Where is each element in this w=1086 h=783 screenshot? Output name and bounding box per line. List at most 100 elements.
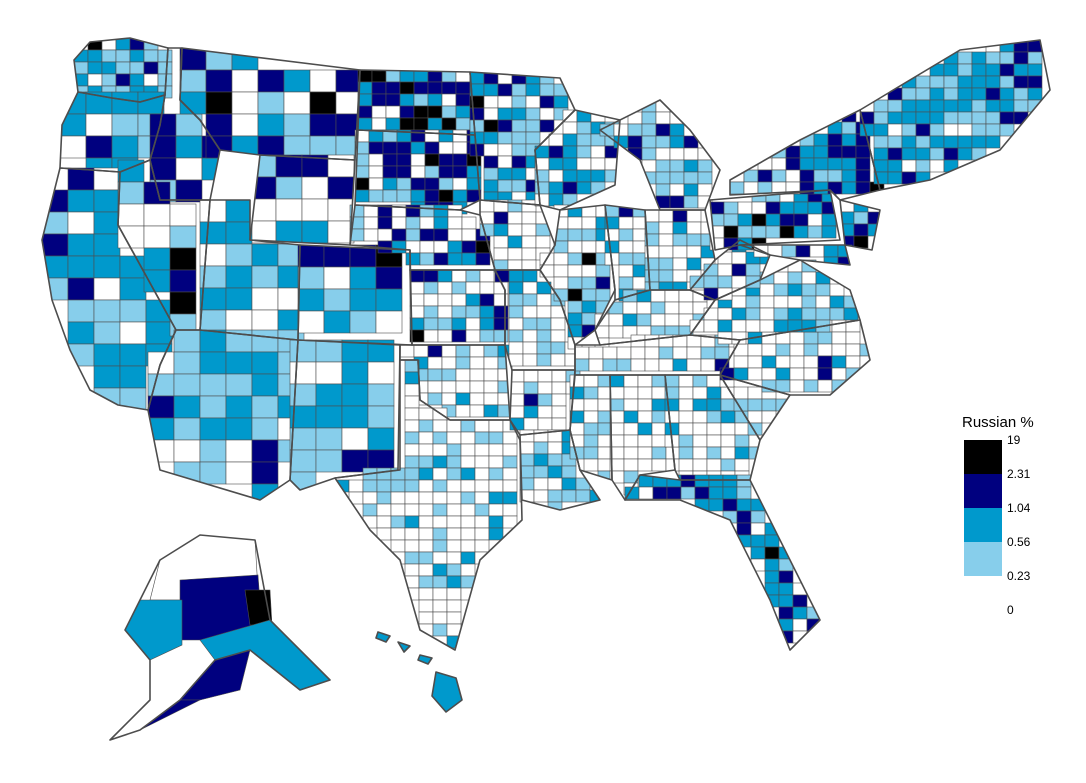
county	[455, 392, 471, 406]
county	[502, 455, 518, 469]
alaska	[109, 534, 331, 741]
county	[522, 329, 538, 343]
county	[521, 199, 537, 213]
county	[289, 339, 317, 363]
county	[736, 486, 752, 500]
county	[474, 491, 490, 505]
county	[493, 317, 509, 331]
county	[708, 498, 724, 512]
legend-break-4: 0.56	[1007, 535, 1031, 549]
county	[1013, 75, 1029, 89]
county	[706, 398, 722, 412]
county	[971, 75, 987, 89]
county	[609, 410, 625, 424]
county	[427, 392, 443, 406]
county	[404, 527, 420, 541]
county	[652, 486, 668, 500]
county	[404, 407, 420, 421]
county	[173, 373, 201, 397]
county	[650, 289, 666, 303]
county	[581, 300, 597, 314]
county	[460, 431, 476, 445]
county	[119, 299, 147, 323]
county	[817, 343, 833, 357]
county	[873, 147, 889, 161]
county	[438, 141, 454, 155]
county	[999, 75, 1015, 89]
county	[479, 281, 495, 295]
county	[929, 87, 945, 101]
county	[823, 244, 839, 258]
state-outline	[599, 99, 721, 211]
county	[251, 439, 279, 463]
county	[708, 474, 724, 488]
county	[519, 441, 535, 455]
county	[446, 527, 462, 541]
county	[390, 503, 406, 517]
county	[455, 344, 471, 358]
county	[590, 169, 606, 183]
county	[368, 153, 384, 167]
county	[887, 159, 903, 173]
county	[855, 181, 871, 195]
county	[581, 228, 597, 242]
legend-swatch-5	[964, 576, 1002, 610]
county	[327, 176, 355, 200]
county	[508, 341, 524, 355]
county	[93, 189, 121, 213]
county	[418, 575, 434, 589]
county	[641, 123, 657, 137]
county	[479, 199, 495, 213]
county	[474, 443, 490, 457]
county	[827, 121, 843, 135]
county	[583, 410, 599, 424]
county	[929, 159, 945, 173]
county	[971, 123, 987, 137]
county	[438, 153, 454, 167]
county	[418, 491, 434, 505]
county	[1027, 63, 1043, 77]
county	[929, 75, 945, 89]
county	[747, 367, 763, 381]
county	[461, 228, 477, 242]
county	[841, 133, 857, 147]
county	[672, 358, 688, 372]
county	[733, 386, 749, 400]
county	[550, 317, 566, 331]
county	[251, 309, 279, 333]
county	[575, 477, 591, 491]
county	[427, 344, 443, 358]
county	[497, 179, 513, 193]
county	[460, 419, 476, 433]
county	[424, 177, 440, 191]
county	[446, 563, 462, 577]
county	[309, 69, 337, 93]
county	[438, 189, 454, 203]
county	[734, 434, 750, 448]
county	[817, 331, 833, 345]
county	[493, 281, 509, 295]
county	[799, 169, 815, 183]
county	[775, 367, 791, 381]
county	[608, 313, 624, 327]
county	[511, 143, 527, 157]
county	[827, 133, 843, 147]
county	[199, 351, 227, 375]
county	[641, 111, 657, 125]
county	[525, 107, 541, 121]
county	[761, 343, 777, 357]
county	[537, 393, 553, 407]
county	[747, 410, 763, 424]
county	[658, 346, 674, 360]
county	[483, 95, 499, 109]
county	[595, 276, 611, 290]
county	[432, 503, 448, 517]
county	[251, 329, 279, 353]
county	[686, 233, 702, 247]
county	[627, 147, 643, 161]
county	[455, 93, 471, 107]
county	[301, 176, 329, 200]
county	[761, 355, 777, 369]
county	[460, 503, 476, 517]
